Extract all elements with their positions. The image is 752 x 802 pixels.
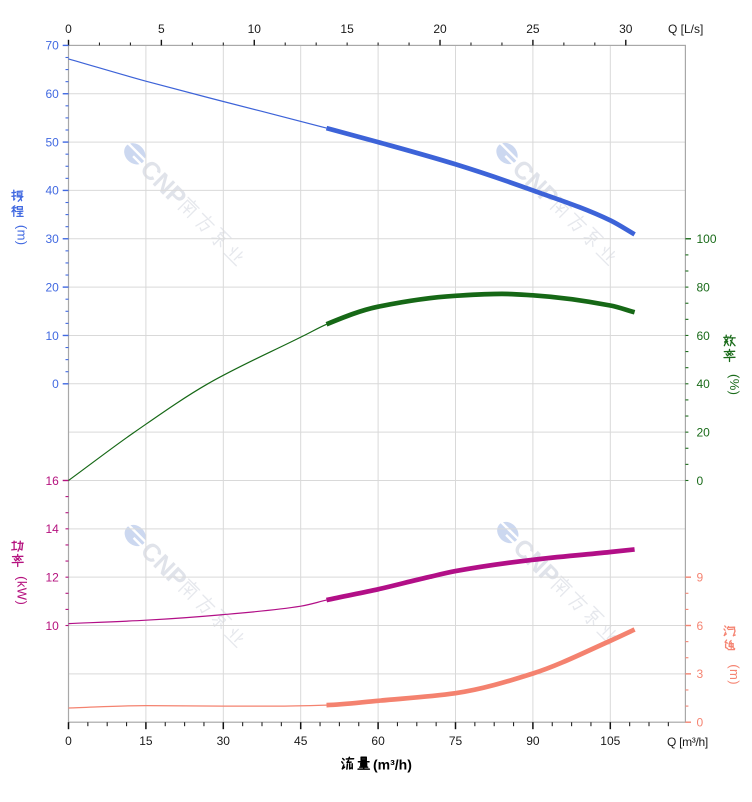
svg-text:12: 12: [45, 571, 59, 585]
svg-text:(m): (m): [14, 225, 29, 246]
svg-text:3: 3: [697, 667, 704, 681]
svg-text:0: 0: [65, 734, 72, 748]
svg-text:15: 15: [139, 734, 153, 748]
svg-text:30: 30: [217, 734, 231, 748]
svg-text:10: 10: [45, 329, 59, 343]
svg-text:75: 75: [449, 734, 463, 748]
svg-text:30: 30: [619, 22, 633, 36]
svg-text:100: 100: [697, 232, 717, 246]
svg-text:(kW): (kW): [15, 576, 30, 605]
svg-text:105: 105: [600, 734, 620, 748]
svg-text:25: 25: [526, 22, 540, 36]
svg-text:9: 9: [697, 571, 704, 585]
svg-text:80: 80: [697, 280, 711, 294]
svg-text:50: 50: [45, 135, 59, 149]
svg-text:Q [m³/h]: Q [m³/h]: [667, 735, 708, 749]
svg-text:(%): (%): [727, 374, 742, 395]
svg-text:20: 20: [697, 425, 711, 439]
svg-text:70: 70: [45, 39, 59, 53]
svg-text:5: 5: [158, 22, 165, 36]
svg-text:40: 40: [45, 184, 59, 198]
svg-text:60: 60: [45, 87, 59, 101]
svg-text:(m³/h): (m³/h): [373, 756, 412, 772]
svg-text:20: 20: [433, 22, 447, 36]
svg-text:0: 0: [52, 377, 59, 391]
svg-text:90: 90: [526, 734, 540, 748]
svg-text:10: 10: [45, 619, 59, 633]
svg-text:30: 30: [45, 232, 59, 246]
svg-text:20: 20: [45, 280, 59, 294]
svg-text:6: 6: [697, 619, 704, 633]
svg-text:15: 15: [340, 22, 354, 36]
svg-text:(m): (m): [727, 664, 742, 685]
svg-text:14: 14: [45, 522, 59, 536]
svg-text:10: 10: [248, 22, 262, 36]
svg-text:0: 0: [697, 716, 704, 730]
svg-text:45: 45: [294, 734, 308, 748]
svg-text:40: 40: [697, 377, 711, 391]
svg-text:0: 0: [697, 474, 704, 488]
svg-text:60: 60: [371, 734, 385, 748]
svg-text:16: 16: [45, 474, 59, 488]
svg-text:60: 60: [697, 329, 711, 343]
svg-text:Q [L/s]: Q [L/s]: [668, 22, 703, 36]
svg-text:0: 0: [65, 22, 72, 36]
